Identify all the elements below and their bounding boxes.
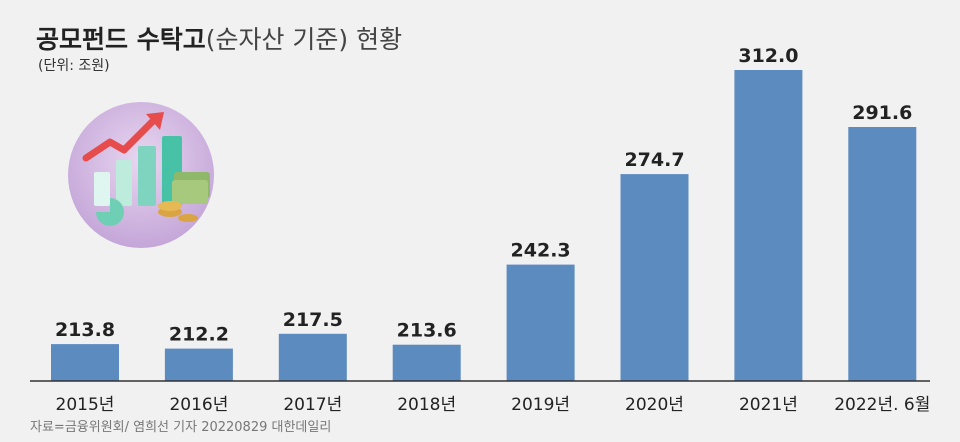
category-label: 2018년 — [397, 395, 456, 415]
bar — [848, 127, 917, 381]
bar — [734, 70, 803, 381]
category-label: 2020년 — [625, 395, 684, 415]
bar — [392, 344, 461, 381]
category-label: 2022년. 6월 — [834, 395, 930, 415]
data-label: 242.3 — [511, 240, 571, 262]
data-label: 274.7 — [624, 149, 684, 171]
bar — [506, 264, 575, 381]
chart-title: 공모펀드 수탁고(순자산 기준) 현황 — [36, 20, 402, 56]
bar — [164, 348, 233, 381]
data-label: 312.0 — [738, 45, 798, 67]
title-sub: (순자산 기준) — [205, 25, 349, 54]
data-label: 217.5 — [283, 309, 343, 331]
growth-chart-with-money-icon — [68, 102, 214, 248]
category-label: 2015년 — [56, 395, 115, 415]
data-label: 212.2 — [169, 324, 229, 346]
title-main: 공모펀드 수탁고 — [36, 25, 206, 54]
title-tail: 현황 — [356, 25, 403, 54]
category-label: 2019년 — [511, 395, 570, 415]
category-label: 2017년 — [283, 395, 342, 415]
source-text: 자료=금융위원회/ 염희선 기자 20220829 대한데일리 — [30, 420, 332, 435]
category-label: 2021년 — [739, 395, 798, 415]
data-label: 213.8 — [55, 319, 115, 341]
unit-label: (단위: 조원) — [38, 58, 110, 74]
bar — [620, 174, 689, 381]
data-label: 291.6 — [852, 102, 912, 124]
data-label: 213.6 — [397, 320, 457, 342]
bar — [51, 344, 119, 381]
category-label: 2016년 — [169, 395, 228, 415]
bar — [278, 333, 347, 381]
